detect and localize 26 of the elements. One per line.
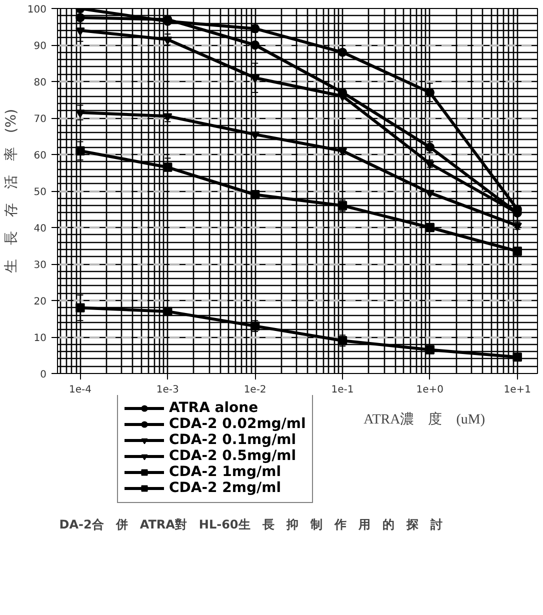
x-tick-label: 1e-3 bbox=[156, 384, 179, 396]
y-tick-label: 50 bbox=[34, 187, 47, 198]
legend-label: ATRA alone bbox=[169, 400, 258, 416]
y-tick-label: 70 bbox=[34, 114, 47, 125]
y-tick-label: 80 bbox=[34, 78, 47, 88]
y-axis-title: 生 長 存 活 率 (%) bbox=[3, 108, 20, 274]
y-tick-label: 10 bbox=[34, 333, 47, 344]
y-tick-label: 20 bbox=[34, 296, 47, 308]
legend-label: CDA-2 1mg/ml bbox=[169, 464, 282, 480]
legend-label: CDA-2 2mg/ml bbox=[169, 480, 282, 496]
y-tick-label: 30 bbox=[34, 260, 47, 271]
legend-label: CDA-2 0.02mg/ml bbox=[169, 416, 306, 432]
x-axis-title: ATRA濃 度 (uM) bbox=[364, 412, 486, 428]
x-tick-label: 1e-2 bbox=[244, 384, 266, 396]
y-tick-label: 0 bbox=[40, 370, 47, 380]
x-tick-label: 1e+1 bbox=[504, 384, 531, 396]
legend-label: CDA-2 0.5mg/ml bbox=[169, 448, 296, 464]
legend-label: CDA-2 0.1mg/ml bbox=[169, 432, 296, 448]
y-tick-label: 90 bbox=[34, 41, 47, 52]
text: DA-2合 併 ATRA對 HL-60生 長 抑 制 作 用 的 探 討 bbox=[59, 518, 442, 532]
x-tick-label: 1e+0 bbox=[416, 384, 444, 396]
x-tick-label: 1e-4 bbox=[68, 384, 92, 396]
x-tick-label: 1e-1 bbox=[331, 384, 354, 396]
y-tick-label: 60 bbox=[34, 150, 47, 162]
y-tick-label: 40 bbox=[34, 224, 47, 234]
y-tick-label: 100 bbox=[27, 4, 47, 16]
